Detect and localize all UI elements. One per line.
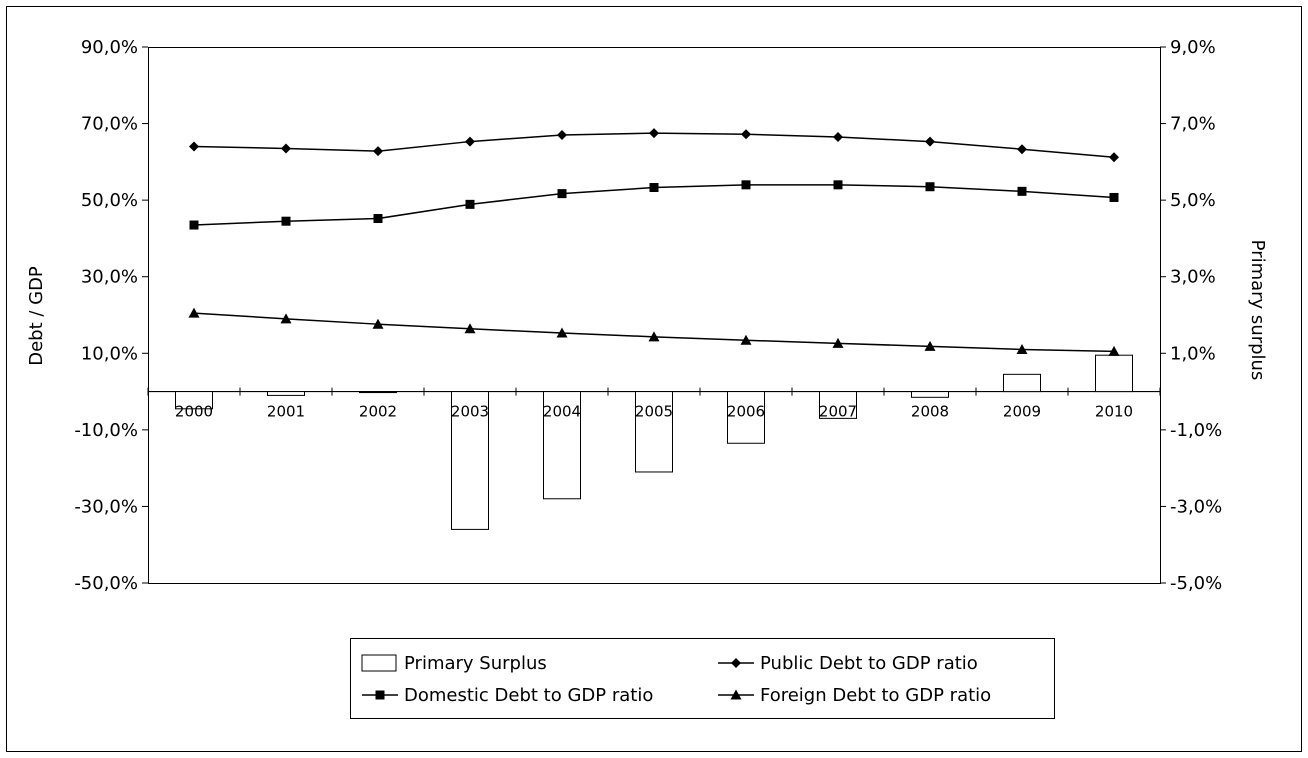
primary-surplus-bar bbox=[359, 391, 397, 394]
right-axis-tick-label: 3,0% bbox=[1170, 267, 1216, 288]
domestic-debt-to-gdp-ratio-point bbox=[1109, 192, 1119, 202]
public-debt-to-gdp-ratio-point bbox=[189, 141, 199, 152]
lines-layer bbox=[188, 128, 1120, 356]
legend-label-foreign-debt-to-gdp-ratio: Foreign Debt to GDP ratio bbox=[760, 685, 991, 706]
legend-box bbox=[350, 638, 1055, 719]
foreign-debt-to-gdp-ratio-point bbox=[372, 318, 384, 329]
category-label: 2006 bbox=[727, 403, 765, 421]
domestic-debt-to-gdp-ratio-point bbox=[925, 182, 935, 192]
public-debt-to-gdp-ratio-point bbox=[1017, 144, 1027, 155]
foreign-debt-to-gdp-ratio-point bbox=[832, 337, 844, 348]
public-debt-to-gdp-ratio-point bbox=[833, 131, 843, 142]
public-debt-to-gdp-ratio-point bbox=[373, 146, 383, 157]
legend-swatch-primary-surplus bbox=[361, 654, 397, 672]
public-debt-to-gdp-ratio-point bbox=[925, 136, 935, 147]
right-axis-tick-label: -1,0% bbox=[1170, 420, 1222, 441]
legend-label-primary-surplus: Primary Surplus bbox=[404, 653, 547, 674]
primary-surplus-bar bbox=[911, 391, 949, 398]
public-debt-to-gdp-ratio-point bbox=[465, 136, 475, 147]
right-axis-tick-label: 7,0% bbox=[1170, 114, 1216, 135]
foreign-debt-to-gdp-ratio-point bbox=[648, 331, 660, 342]
domestic-debt-to-gdp-ratio-point bbox=[281, 216, 291, 226]
category-label: 2005 bbox=[635, 403, 673, 421]
domestic-debt-to-gdp-ratio-point bbox=[189, 220, 199, 230]
public-debt-to-gdp-ratio-point bbox=[557, 130, 567, 141]
primary-surplus-bar bbox=[727, 391, 765, 444]
public-debt-to-gdp-ratio-point bbox=[649, 128, 659, 139]
foreign-debt-to-gdp-ratio-point bbox=[280, 313, 292, 324]
left-axis-tick-label: 90,0% bbox=[81, 37, 138, 58]
domestic-debt-to-gdp-ratio-point bbox=[465, 199, 475, 209]
category-label: 2010 bbox=[1095, 403, 1133, 421]
legend: Primary Surplus Public Debt to GDP ratio D… bbox=[361, 653, 991, 706]
foreign-debt-to-gdp-ratio-point bbox=[464, 323, 476, 334]
category-labels-layer: 2000 2001 2002 2003 2004 2005 2006 2007 2008 2009… bbox=[175, 403, 1133, 421]
foreign-debt-to-gdp-ratio-point bbox=[740, 334, 752, 345]
primary-surplus-bar bbox=[1095, 354, 1133, 393]
category-label: 2000 bbox=[175, 403, 213, 421]
plot-area-border bbox=[148, 47, 1161, 584]
domestic-debt-to-gdp-ratio-point bbox=[741, 180, 751, 190]
left-axis-tick-label: -10,0% bbox=[74, 420, 138, 441]
foreign-debt-to-gdp-ratio-point bbox=[188, 307, 200, 318]
foreign-debt-to-gdp-ratio-point bbox=[1016, 343, 1028, 354]
left-axis-tick-label: -30,0% bbox=[74, 496, 138, 517]
domestic-debt-to-gdp-ratio-point bbox=[373, 214, 383, 224]
legend-label-domestic-debt-to-gdp-ratio: Domestic Debt to GDP ratio bbox=[404, 685, 653, 706]
primary-surplus-bar bbox=[635, 391, 673, 473]
right-axis-tick-label: -3,0% bbox=[1170, 496, 1222, 517]
foreign-debt-to-gdp-ratio-point bbox=[1108, 345, 1120, 356]
bars-layer bbox=[175, 354, 1133, 530]
axes-layer: -50,0% -30,0% -10,0% 10,0% 30,0% 50,0% 70,0% 90… bbox=[74, 37, 1222, 594]
category-label: 2001 bbox=[267, 403, 305, 421]
foreign-debt-to-gdp-ratio-point bbox=[924, 340, 936, 351]
legend-marker-domestic-debt-to-gdp-ratio bbox=[375, 690, 385, 700]
foreign-debt-to-gdp-ratio-point bbox=[556, 327, 568, 338]
legend-marker-public-debt-to-gdp-ratio bbox=[731, 658, 741, 668]
primary-surplus-bar bbox=[451, 391, 489, 530]
public-debt-to-gdp-ratio-point bbox=[281, 143, 291, 154]
primary-surplus-bar bbox=[267, 391, 305, 396]
right-axis-label: Primary surplus bbox=[1247, 240, 1268, 381]
chart-frame: -50,0% -30,0% -10,0% 10,0% 30,0% 50,0% 70,0% 90… bbox=[6, 6, 1302, 752]
left-axis-tick-label: -50,0% bbox=[74, 573, 138, 594]
right-axis-tick-label: 9,0% bbox=[1170, 37, 1216, 58]
category-label: 2008 bbox=[911, 403, 949, 421]
category-label: 2004 bbox=[543, 403, 581, 421]
left-axis-tick-label: 30,0% bbox=[81, 267, 138, 288]
category-label: 2007 bbox=[819, 403, 857, 421]
left-axis-tick-label: 50,0% bbox=[81, 190, 138, 211]
category-label: 2003 bbox=[451, 403, 489, 421]
left-axis-tick-label: 10,0% bbox=[81, 343, 138, 364]
left-axis-tick-label: 70,0% bbox=[81, 114, 138, 135]
right-axis-tick-label: 1,0% bbox=[1170, 343, 1216, 364]
legend-label-public-debt-to-gdp-ratio: Public Debt to GDP ratio bbox=[760, 653, 978, 674]
legend-marker-foreign-debt-to-gdp-ratio bbox=[730, 689, 742, 700]
domestic-debt-to-gdp-ratio-point bbox=[649, 183, 659, 193]
public-debt-to-gdp-ratio-point bbox=[741, 129, 751, 140]
primary-surplus-bar bbox=[543, 391, 581, 500]
category-label: 2002 bbox=[359, 403, 397, 421]
domestic-debt-to-gdp-ratio-point bbox=[557, 189, 567, 199]
public-debt-to-gdp-ratio-point bbox=[1109, 152, 1119, 163]
primary-surplus-bar bbox=[175, 391, 213, 410]
left-axis-label: Debt / GDP bbox=[26, 266, 47, 366]
domestic-debt-to-gdp-ratio-point bbox=[1017, 186, 1027, 196]
primary-surplus-bar bbox=[819, 391, 857, 419]
right-axis-tick-label: 5,0% bbox=[1170, 190, 1216, 211]
right-axis-tick-label: -5,0% bbox=[1170, 573, 1222, 594]
primary-surplus-bar bbox=[1003, 373, 1041, 393]
domestic-debt-to-gdp-ratio-point bbox=[833, 180, 843, 190]
chart: -50,0% -30,0% -10,0% 10,0% 30,0% 50,0% 70,0% 90… bbox=[6, 6, 1302, 752]
category-label: 2009 bbox=[1003, 403, 1041, 421]
